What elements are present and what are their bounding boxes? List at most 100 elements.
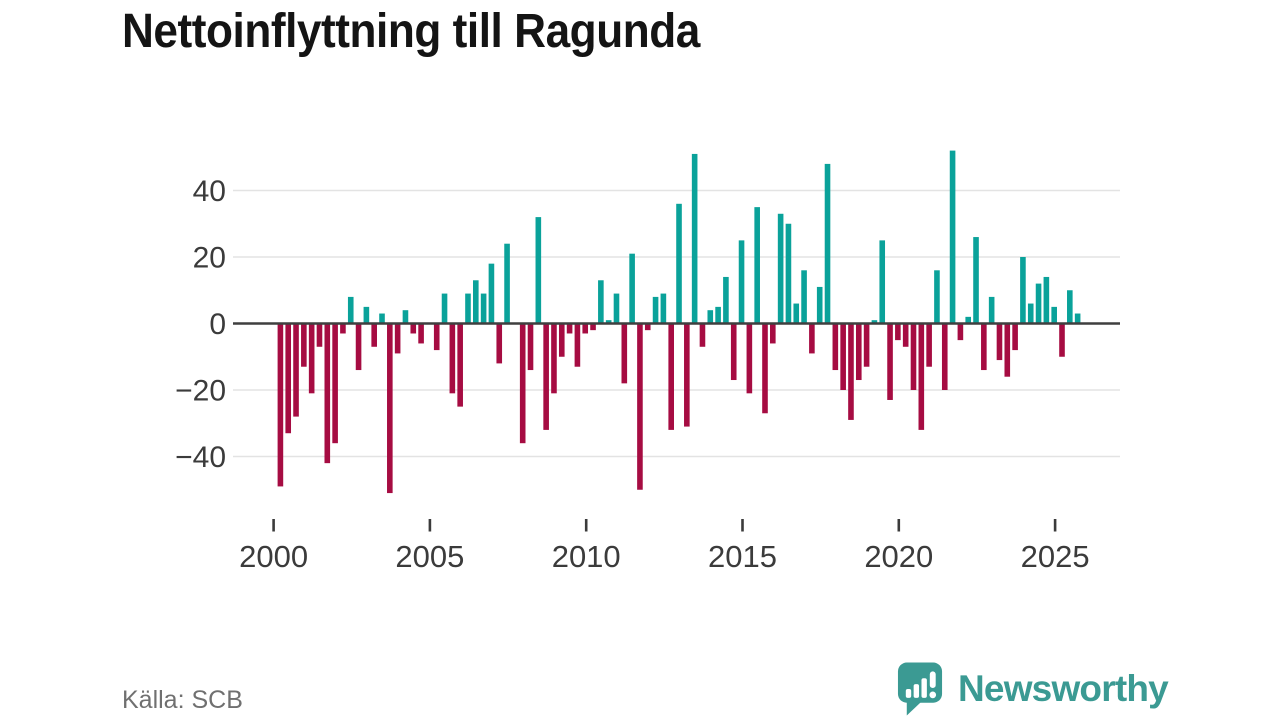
bar xyxy=(598,280,604,324)
bar xyxy=(699,323,706,347)
bar xyxy=(973,237,979,324)
bar xyxy=(660,293,667,324)
bar xyxy=(644,323,651,331)
bar xyxy=(465,293,471,324)
bar xyxy=(840,323,846,390)
bar xyxy=(926,323,932,367)
bar xyxy=(519,323,526,444)
bar xyxy=(965,316,972,324)
newsworthy-brand: Newsworthy xyxy=(896,660,1169,718)
bar xyxy=(809,323,815,354)
page-title: Nettoinflyttning till Ragunda xyxy=(122,5,700,58)
y-axis-label: 20 xyxy=(193,242,226,275)
y-axis-label: −40 xyxy=(175,441,226,474)
source-label: Källa: SCB xyxy=(122,686,243,714)
bar xyxy=(558,323,565,357)
bar xyxy=(863,323,870,367)
bar xyxy=(730,323,737,381)
bar xyxy=(871,320,878,324)
bar xyxy=(1067,290,1073,324)
bar xyxy=(981,323,987,371)
bar xyxy=(832,323,839,371)
bar xyxy=(918,323,925,430)
y-axis-label: 0 xyxy=(209,308,226,341)
bar xyxy=(949,150,956,324)
bar xyxy=(855,323,862,381)
bar xyxy=(418,323,424,344)
bar xyxy=(488,263,495,324)
bar xyxy=(316,323,323,347)
bar xyxy=(480,293,487,324)
bar xyxy=(535,217,542,324)
bar xyxy=(676,203,682,324)
bar xyxy=(402,310,409,324)
bar xyxy=(551,323,557,394)
bar xyxy=(934,270,940,324)
bar xyxy=(473,280,479,324)
bar xyxy=(613,293,620,324)
bar xyxy=(449,323,456,394)
bar xyxy=(629,253,635,324)
bar xyxy=(504,243,510,324)
bar xyxy=(879,240,886,324)
bar xyxy=(684,323,690,427)
bar xyxy=(433,323,440,351)
bar xyxy=(387,323,393,494)
bar xyxy=(582,323,589,334)
bar xyxy=(1027,303,1034,324)
newsworthy-logo-icon xyxy=(897,662,943,716)
newsworthy-logo-text: Newsworthy xyxy=(958,668,1169,709)
bar xyxy=(754,207,760,324)
bar xyxy=(457,323,463,407)
bar xyxy=(355,323,362,371)
x-axis-label: 2005 xyxy=(395,539,464,574)
bar xyxy=(340,323,346,334)
bar xyxy=(910,323,917,390)
y-axis-label: 40 xyxy=(193,175,226,208)
bar xyxy=(574,323,581,367)
bar xyxy=(308,323,315,394)
bar xyxy=(988,296,995,324)
bar xyxy=(441,293,448,324)
bar xyxy=(1074,313,1081,324)
bar xyxy=(332,323,338,444)
bar xyxy=(543,323,549,430)
x-axis-label: 2020 xyxy=(864,539,933,574)
bar xyxy=(824,163,831,324)
bar xyxy=(1004,323,1011,377)
x-axis-label: 2010 xyxy=(552,539,621,574)
bar xyxy=(691,153,698,324)
bar xyxy=(371,323,377,347)
bar xyxy=(1043,276,1050,324)
bar xyxy=(277,323,284,487)
bar xyxy=(715,306,721,324)
bar xyxy=(668,323,674,430)
bar xyxy=(1059,323,1065,357)
bar xyxy=(770,323,776,344)
bar xyxy=(527,323,534,371)
x-axis-label: 2025 xyxy=(1021,539,1090,574)
x-axis-label: 2015 xyxy=(708,539,777,574)
bar xyxy=(895,323,901,341)
bar xyxy=(723,276,729,324)
bar xyxy=(347,296,354,324)
bar xyxy=(652,296,659,324)
bar xyxy=(1035,283,1042,324)
bar xyxy=(637,323,643,490)
bar xyxy=(848,323,854,420)
bar xyxy=(738,240,745,324)
bar xyxy=(941,323,948,390)
bar xyxy=(902,323,909,347)
bar xyxy=(566,323,573,334)
bar xyxy=(363,306,370,324)
bar xyxy=(605,320,612,324)
bar xyxy=(293,323,299,417)
bar xyxy=(996,323,1003,361)
bar xyxy=(762,323,768,414)
bar xyxy=(777,213,784,324)
bar xyxy=(793,303,800,324)
bar xyxy=(816,286,823,324)
bar xyxy=(957,323,964,341)
bar xyxy=(394,323,401,354)
bar xyxy=(410,323,417,334)
